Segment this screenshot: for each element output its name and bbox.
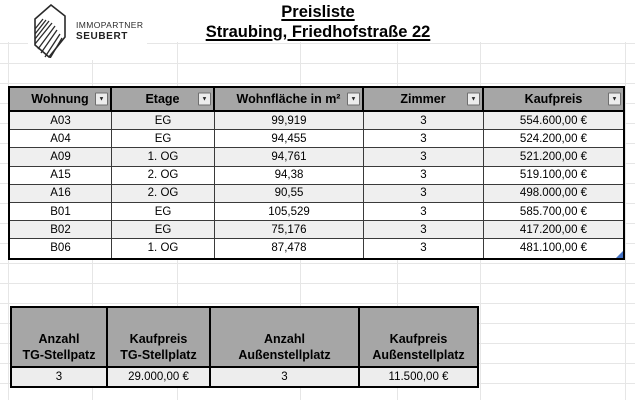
cell-kaufpreis: 524.200,00 € [484,130,623,149]
cell-etage: EG [112,202,215,222]
table-row: A16 2. OG 90,55 3 498.000,00 € [10,184,623,203]
table-resize-handle[interactable] [616,250,623,258]
cell-wohnflaeche: 99,919 [215,112,364,131]
cell-kaufpreis: 519.100,00 € [484,167,623,185]
cell-wohnflaeche: 94,38 [215,166,364,185]
filter-arrow-icon: ▼ [611,96,618,102]
filter-arrow-icon: ▼ [201,96,208,102]
cell-zimmer: 3 [364,239,484,258]
filter-dropdown-zimmer[interactable]: ▼ [467,92,480,106]
cell-zimmer: 3 [364,112,484,131]
table-row: B06 1. OG 87,478 3 481.100,00 € [10,239,623,258]
cell-kaufpreis: 554.600,00 € [484,112,623,131]
cell-wohnflaeche: 75,176 [215,221,364,240]
parking-header-anzahl-tg: Anzahl TG-Stellpatz [12,308,108,368]
table-row: B01 EG 105,529 3 585.700,00 € [10,202,623,222]
column-header-label: Wohnung [31,92,89,106]
cell-kaufpreis: 417.200,00 € [484,221,623,240]
filter-arrow-icon: ▼ [98,96,105,102]
cell-etage: 1. OG [112,239,215,258]
cell-wohnflaeche: 90,55 [215,184,364,203]
cell-wohnung: A16 [10,184,112,203]
cell-etage: 1. OG [112,148,215,167]
cell-wohnflaeche: 87,478 [215,239,364,258]
filter-dropdown-wohnflaeche[interactable]: ▼ [347,92,360,106]
filter-dropdown-wohnung[interactable]: ▼ [95,92,108,106]
parking-value-row: 3 29.000,00 € 3 11.500,00 € [12,368,477,386]
cell-zimmer: 3 [364,148,484,167]
apartments-header-row: Wohnung ▼ Etage ▼ Wohnfläche in m² ▼ Zim… [10,88,623,112]
cell-kaufpreis: 585.700,00 € [484,203,623,222]
cell-wohnung: A09 [10,148,112,167]
column-header-label: Wohnfläche in m² [236,92,341,106]
parking-header-kaufpreis-tg: Kaufpreis TG-Stellplatz [108,308,211,368]
apartments-table: Wohnung ▼ Etage ▼ Wohnfläche in m² ▼ Zim… [8,86,625,260]
cell-etage: EG [112,130,215,149]
cell-wohnflaeche: 94,455 [215,130,364,149]
page-title-line1: Preisliste [281,3,355,21]
logo-brand-line1: IMMOPARTNER [76,20,144,30]
company-logo: IMMOPARTNER SEUBERT [28,2,148,60]
column-header-label: Zimmer [400,92,446,106]
table-row: A15 2. OG 94,38 3 519.100,00 € [10,166,623,185]
cell-wohnung: B01 [10,202,112,222]
cell-wohnung: A03 [10,112,112,131]
cell-etage: EG [112,221,215,240]
gridline [625,0,626,400]
parking-value-anzahl-tg: 3 [12,368,108,386]
cell-etage: 2. OG [112,184,215,203]
filter-dropdown-etage[interactable]: ▼ [198,92,211,106]
parking-table: Anzahl TG-Stellpatz Kaufpreis TG-Stellpl… [10,306,479,388]
page-title: Preisliste Straubing, Friedhofstraße 22 [8,2,628,42]
logo-brand-line2: SEUBERT [76,31,128,42]
column-header-kaufpreis: Kaufpreis ▼ [484,88,623,112]
parking-value-kaufpreis-tg: 29.000,00 € [108,368,211,386]
parking-header-row: Anzahl TG-Stellpatz Kaufpreis TG-Stellpl… [12,308,477,368]
cell-etage: 2. OG [112,166,215,185]
column-header-zimmer: Zimmer ▼ [364,88,484,112]
filter-arrow-icon: ▼ [350,96,357,102]
cell-etage: EG [112,112,215,131]
table-row: B02 EG 75,176 3 417.200,00 € [10,221,623,240]
cell-zimmer: 3 [364,184,484,203]
column-header-wohnflaeche: Wohnfläche in m² ▼ [215,88,364,112]
column-header-wohnung: Wohnung ▼ [10,88,112,112]
parking-value-kaufpreis-aussen: 11.500,00 € [360,368,477,386]
cell-wohnung: A15 [10,166,112,185]
page-title-line2: Straubing, Friedhofstraße 22 [205,23,431,41]
logo-crystal-icon [34,4,66,58]
cell-wohnflaeche: 105,529 [215,202,364,222]
cell-zimmer: 3 [364,130,484,149]
cell-zimmer: 3 [364,202,484,222]
table-row: A09 1. OG 94,761 3 521.200,00 € [10,148,623,167]
cell-zimmer: 3 [364,221,484,240]
cell-wohnung: A04 [10,130,112,149]
parking-header-anzahl-aussen: Anzahl Außenstellplatz [211,308,360,368]
parking-value-anzahl-aussen: 3 [211,368,360,386]
column-header-label: Etage [145,92,180,106]
cell-wohnung: B06 [10,239,112,258]
cell-wohnflaeche: 94,761 [215,148,364,167]
parking-header-kaufpreis-aussen: Kaufpreis Außenstellplatz [360,308,477,368]
logo-wordmark: IMMOPARTNER SEUBERT [76,20,143,42]
table-row: A03 EG 99,919 3 554.600,00 € [10,112,623,131]
filter-dropdown-kaufpreis[interactable]: ▼ [608,92,621,106]
cell-kaufpreis: 521.200,00 € [484,148,623,167]
cell-kaufpreis: 498.000,00 € [484,184,623,203]
column-header-etage: Etage ▼ [112,88,215,112]
cell-zimmer: 3 [364,166,484,185]
cell-kaufpreis: 481.100,00 € [519,242,588,255]
filter-arrow-icon: ▼ [470,96,477,102]
cell-wohnung: B02 [10,221,112,240]
column-header-label: Kaufpreis [524,92,583,106]
table-row: A04 EG 94,455 3 524.200,00 € [10,130,623,149]
